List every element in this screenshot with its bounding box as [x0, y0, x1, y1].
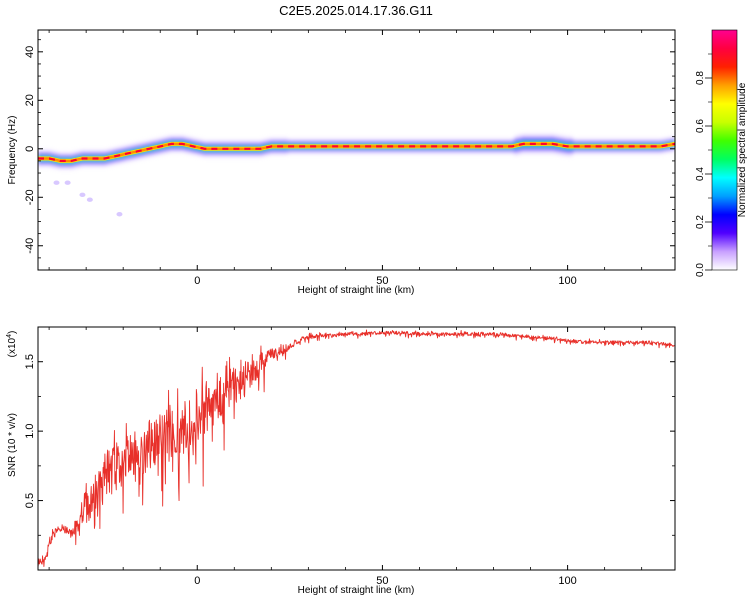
- x-tick-label: 0: [194, 275, 200, 287]
- x-tick-label: 50: [376, 275, 388, 287]
- spectrogram-image: [38, 134, 675, 217]
- spectrogram-panel: 0 50 100 -40 -20 0 20 40 Height of straight lin…: [7, 29, 676, 296]
- snr-multiplier: (x104): [6, 331, 18, 358]
- y-tick-label: 1.5: [24, 354, 36, 369]
- spectral-peak-line: [38, 142, 675, 162]
- snr-ticks: 0 50 100 0.5 1.0 1.5: [24, 326, 675, 587]
- y-tick-label: 0: [24, 146, 36, 152]
- snr-line: [38, 329, 675, 568]
- spectral-outlier: [116, 212, 123, 217]
- y-tick-label: -40: [24, 238, 36, 254]
- colorbar-tick-label: 0.2: [695, 215, 706, 229]
- figure-title: C2E5.2025.014.17.36.G11: [279, 3, 433, 18]
- y-tick-label: -20: [24, 189, 36, 205]
- spectrogram-frame: [37, 29, 676, 271]
- colorbar: 0.0 0.2 0.4 0.6 0.8 Normalized spectral ampl…: [695, 29, 748, 277]
- y-tick-label: 40: [24, 46, 36, 58]
- x-tick-label: 0: [194, 575, 200, 587]
- spectral-outlier: [64, 180, 71, 185]
- snr-frame: [37, 326, 676, 571]
- spectrogram-ticks: 0 50 100 -40 -20 0 20 40: [24, 30, 675, 287]
- snr-x-axis-label: Height of straight line (km): [298, 585, 415, 596]
- colorbar-label: Normalized spectral amplitude: [737, 82, 748, 217]
- x-tick-label: 100: [558, 575, 576, 587]
- spectral-outlier: [79, 192, 86, 198]
- spectral-outlier: [86, 197, 93, 202]
- x-tick-label: 50: [376, 575, 388, 587]
- colorbar-tick-label: 0.6: [695, 119, 706, 133]
- colorbar-scale: [712, 30, 737, 270]
- colorbar-ticks: 0.0 0.2 0.4 0.6 0.8: [695, 53, 712, 277]
- colorbar-tick-label: 0.4: [695, 167, 706, 181]
- colorbar-tick-label: 0.0: [695, 263, 706, 277]
- spectral-outlier: [53, 180, 60, 185]
- snr-panel: 0 50 100 0.5 1.0 1.5 (x104) Height of straigh…: [6, 326, 676, 596]
- spectrogram-y-axis-label: Frequency (Hz): [7, 116, 18, 185]
- y-tick-label: 0.5: [24, 493, 36, 508]
- snr-y-axis-label: SNR (10 * v/v): [7, 413, 18, 477]
- spectrogram-x-axis-label: Height of straight line (km): [298, 285, 415, 296]
- colorbar-tick-label: 0.8: [695, 71, 706, 85]
- y-tick-label: 1.0: [24, 423, 36, 438]
- x-tick-label: 100: [558, 275, 576, 287]
- snr-plot-area: [38, 329, 675, 568]
- y-tick-label: 20: [24, 94, 36, 106]
